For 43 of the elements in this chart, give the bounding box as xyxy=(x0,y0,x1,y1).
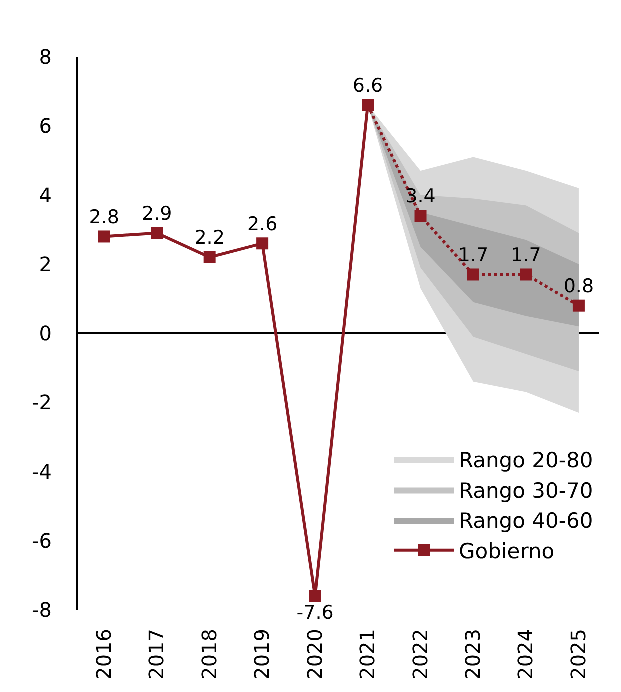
y-tick-label: 0 xyxy=(39,322,52,346)
point xyxy=(362,99,374,112)
point xyxy=(468,268,480,281)
x-tick-label: 2021 xyxy=(356,629,380,680)
data-label: 2.6 xyxy=(247,213,278,236)
y-tick-label: -2 xyxy=(32,390,52,415)
point xyxy=(151,227,164,240)
point xyxy=(309,590,322,602)
legend-label: Gobierno xyxy=(459,540,555,564)
y-tick-label: -6 xyxy=(32,528,52,553)
data-label: 0.8 xyxy=(564,276,594,298)
x-tick-label: 2024 xyxy=(514,629,538,680)
data-label: 3.4 xyxy=(406,186,436,208)
x-tick-label: 2019 xyxy=(250,629,274,680)
data-label: -7.6 xyxy=(296,602,334,624)
y-tick-label: 6 xyxy=(39,114,52,138)
legend-label: Rango 30-70 xyxy=(459,478,594,503)
data-label: 2.9 xyxy=(142,203,172,226)
data-label: 2.8 xyxy=(89,206,120,228)
legend-label: Rango 20-80 xyxy=(459,448,594,473)
y-tick-label: 2 xyxy=(39,252,52,276)
y-tick-label: 8 xyxy=(39,45,52,69)
x-tick-label: 2017 xyxy=(144,629,169,680)
data-label: 6.6 xyxy=(352,75,384,98)
data-label: 2.2 xyxy=(194,227,225,250)
x-tick-label: 2025 xyxy=(566,629,590,680)
point xyxy=(414,210,427,222)
x-tick-label: 2020 xyxy=(302,629,327,680)
y-tick-label: -8 xyxy=(32,598,52,622)
data-label: 1.7 xyxy=(511,244,542,266)
y-tick-label: 4 xyxy=(39,183,52,208)
data-label: 1.7 xyxy=(458,244,489,266)
x-tick-label: 2022 xyxy=(408,629,432,680)
point xyxy=(98,230,110,243)
x-tick-label: 2018 xyxy=(197,629,222,680)
y-tick-label: -4 xyxy=(32,460,52,484)
point xyxy=(256,238,269,250)
point xyxy=(520,268,532,281)
point xyxy=(204,251,216,264)
x-tick-label: 2016 xyxy=(92,629,116,680)
legend-label: Rango 40-60 xyxy=(459,509,594,534)
x-tick-label: 2023 xyxy=(461,629,485,680)
point xyxy=(572,300,585,312)
